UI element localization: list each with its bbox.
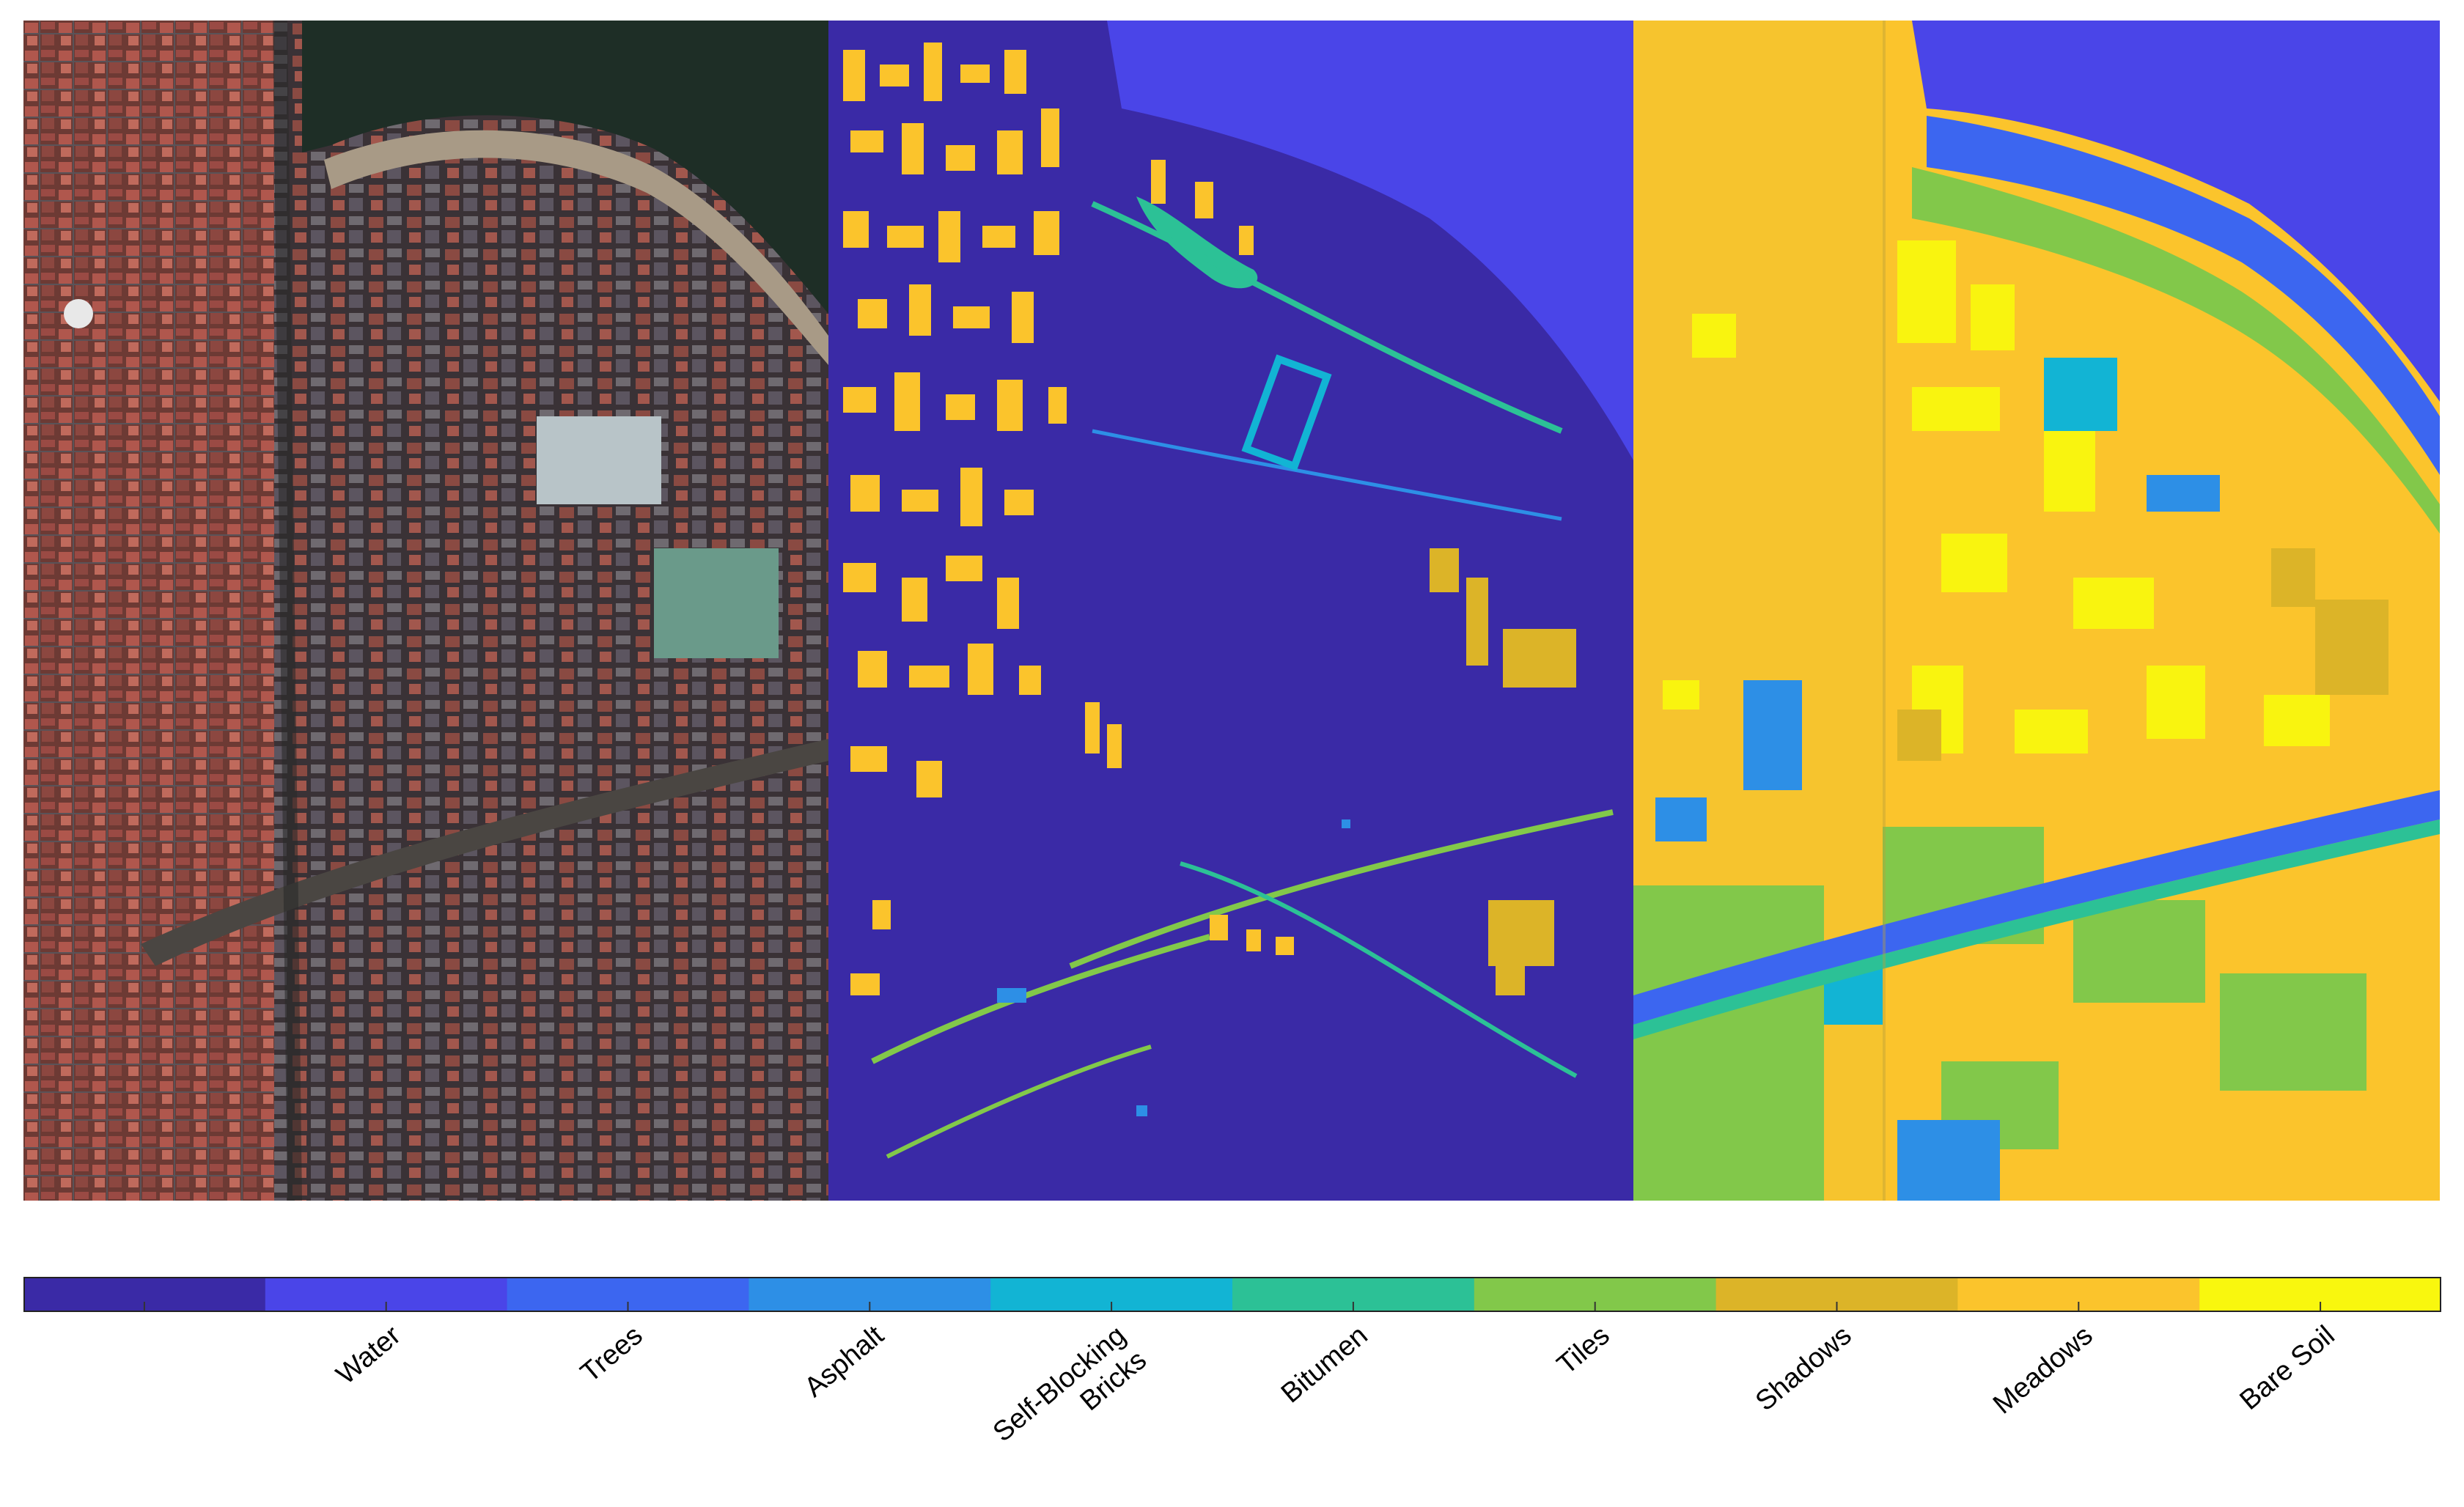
ground-truth-map <box>828 21 1633 1201</box>
class-label: Bare Soil <box>2234 1319 2341 1417</box>
classification-map <box>1633 21 2440 1201</box>
rgb-aerial-image <box>23 21 828 1201</box>
class-label: Bitumen <box>1275 1319 1374 1410</box>
colorbar-frame <box>23 1277 2441 1312</box>
class-label: Asphalt <box>798 1319 890 1404</box>
class-label: Trees <box>574 1319 649 1389</box>
class-label: Self-Blocking Bricks <box>987 1319 1153 1448</box>
class-label: Meadows <box>1987 1319 2099 1421</box>
class-label: Shadows <box>1749 1319 1858 1418</box>
image-panels <box>23 21 2440 1201</box>
class-label: Tiles <box>1551 1319 1616 1381</box>
class-label: Water <box>330 1319 407 1391</box>
colorbar <box>23 1277 2442 1312</box>
